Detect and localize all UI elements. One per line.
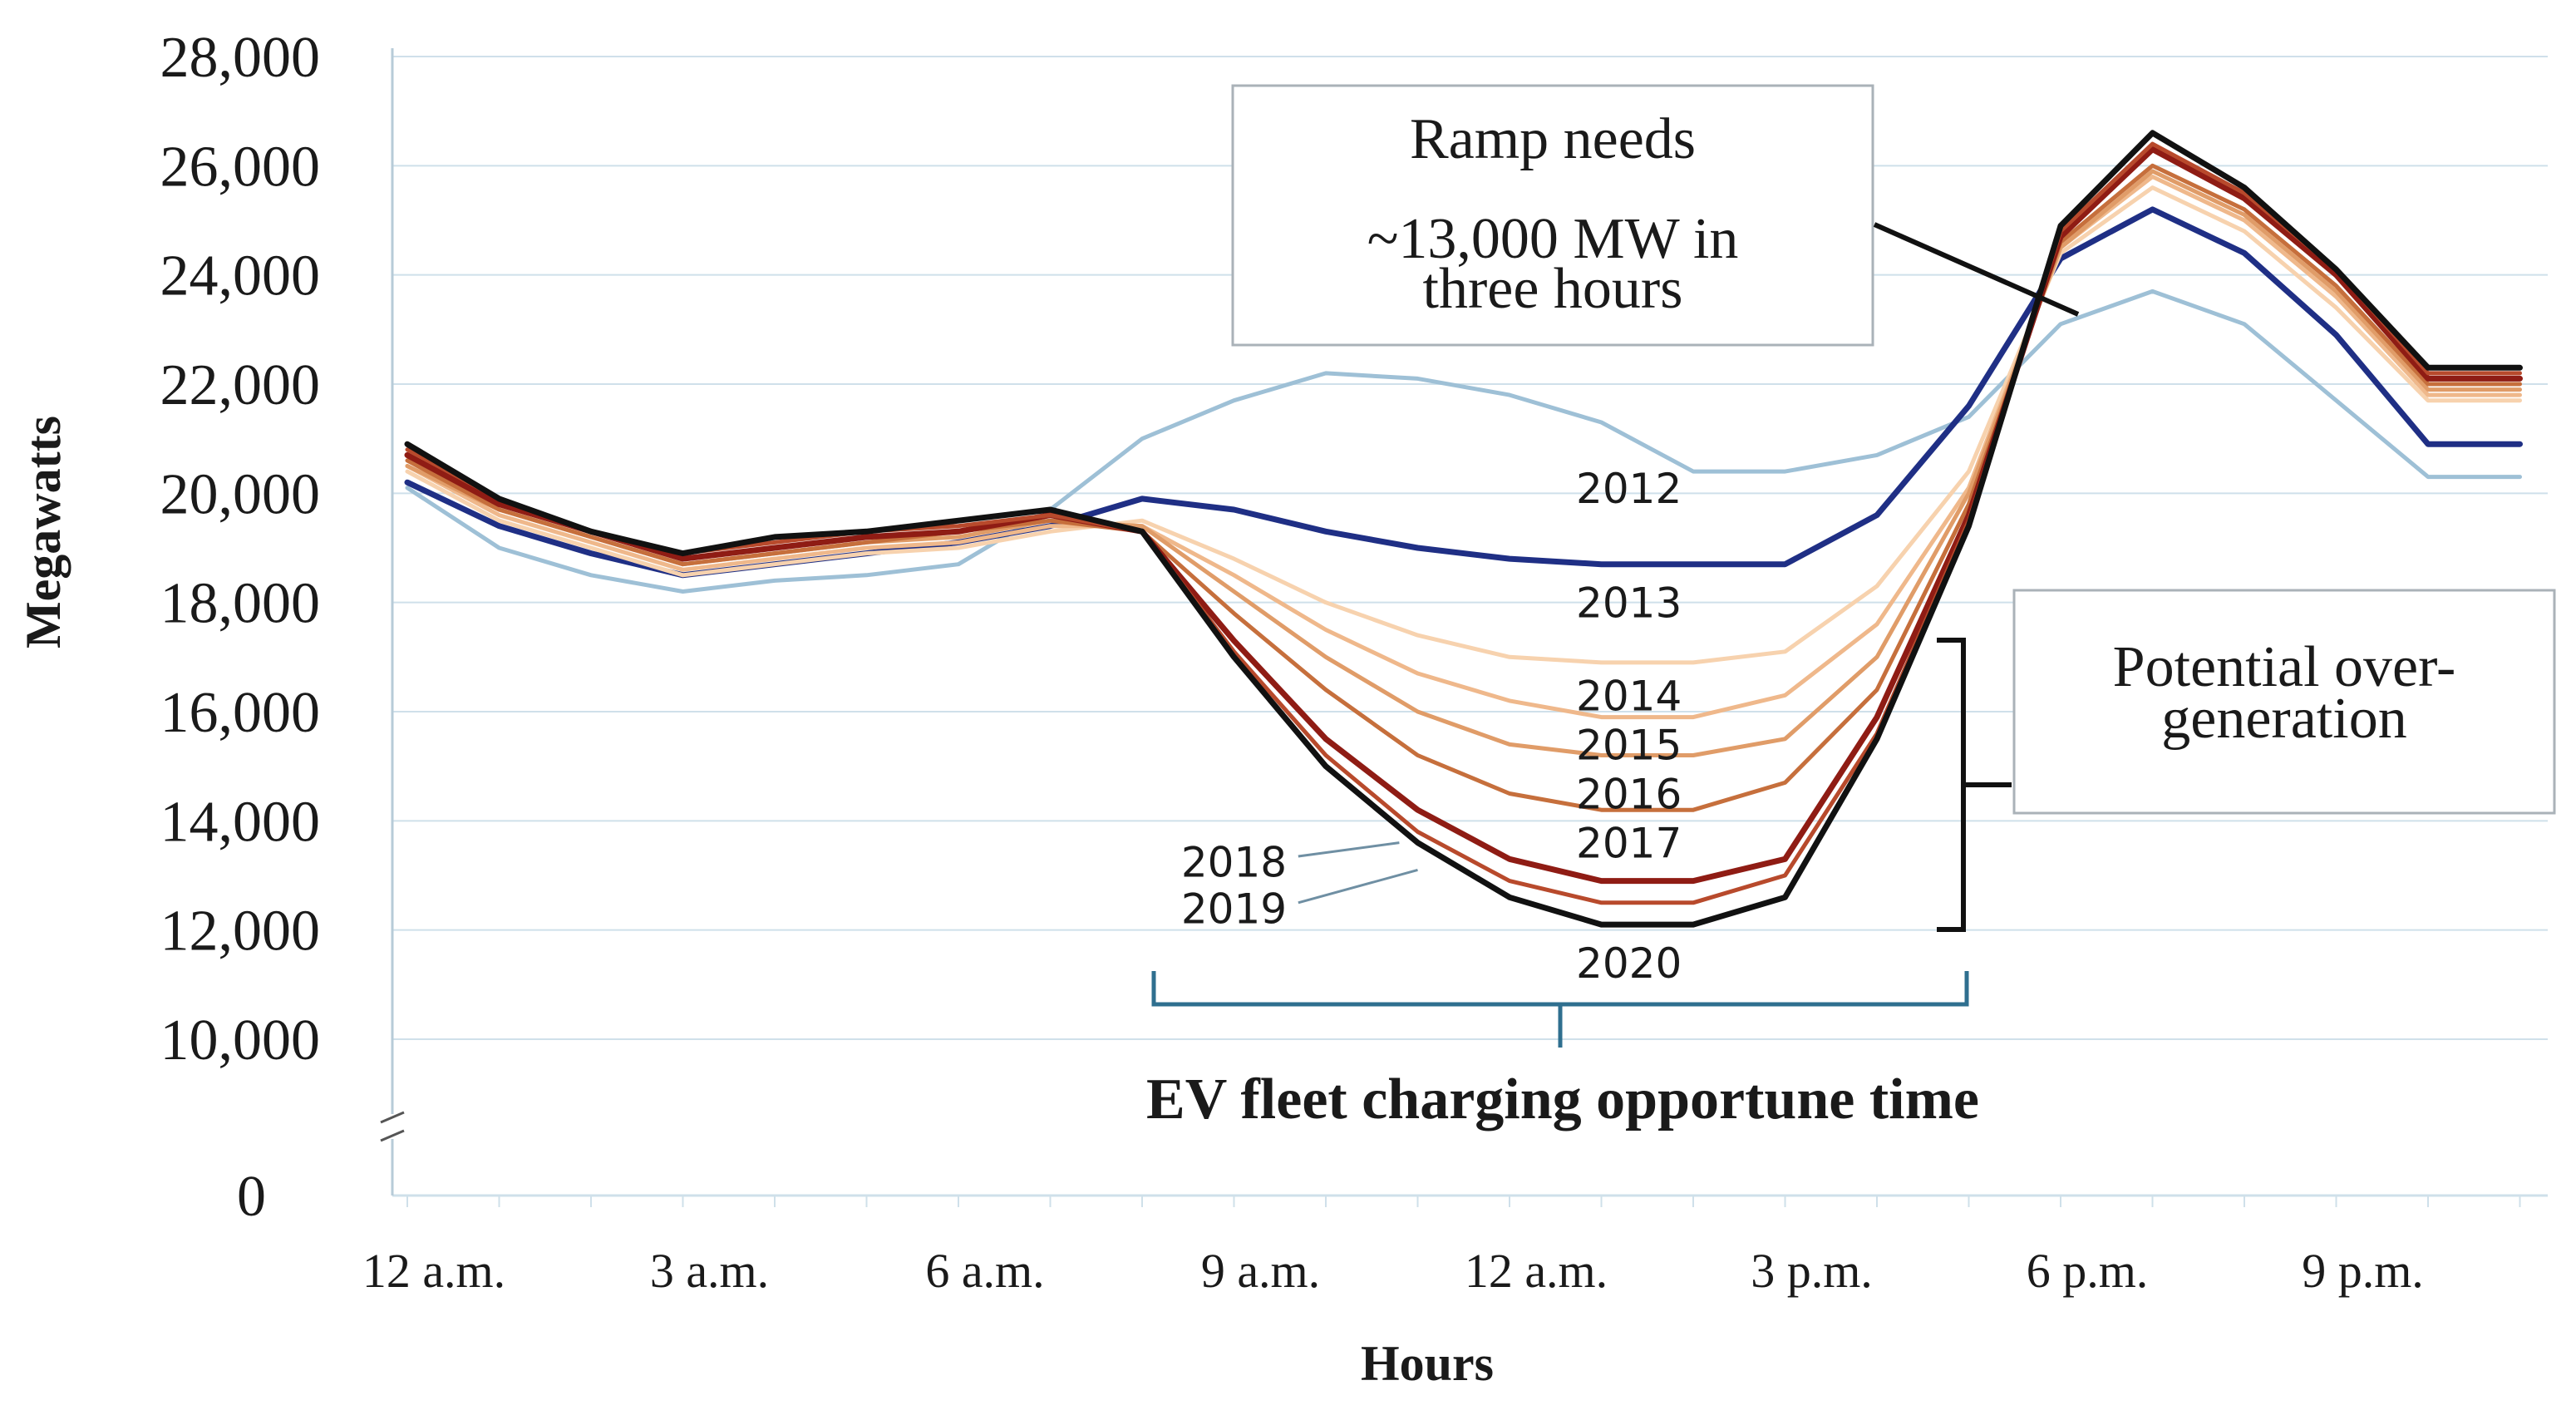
ramp-needs-detail-2: three hours [1423,257,1683,321]
series-lines [404,130,2523,928]
x-tick-label: 6 a.m. [925,1244,1044,1298]
series-line-2017 [405,163,2522,812]
overgen-label-2: generation [2161,687,2406,751]
year-label-2019: 2019 [1181,885,1287,933]
axes [380,48,2521,1207]
y-tick-label: 18,000 [160,572,321,636]
x-tick-label: 9 a.m. [1201,1244,1320,1298]
y-tick-label: 12,000 [160,900,321,964]
overgen-label: Potential over- [2113,635,2456,699]
overgen-bracket [1937,638,2012,932]
year-label-2013: 2013 [1576,579,1682,628]
series-line-2015 [405,175,2522,720]
y-tick-labels: 10,000 12,000 14,000 16,000 18,000 20,000 22,0… [160,26,321,1229]
x-tick-label: 12 a.m. [1465,1244,1608,1298]
ramp-pointer [1873,222,2080,317]
year-label-2020: 2020 [1576,939,1682,988]
series-line-2014 [405,185,2522,665]
leader-2018 [1298,841,1400,858]
ramp-needs-detail: ~13,000 MW in [1367,207,1739,271]
x-tick-label: 3 p.m. [1751,1244,1873,1298]
y-axis-title: Megawatts [16,416,71,648]
series-line-2018 [404,146,2523,885]
y-tick-label: 20,000 [160,462,321,526]
overgen-box [2012,589,2556,815]
y-tick-label: 22,000 [160,353,321,417]
year-label-2018: 2018 [1181,839,1287,887]
y-tick-label: 24,000 [160,244,321,308]
y-tick-label-zero: 0 [237,1165,266,1229]
year-label-2012: 2012 [1576,465,1682,513]
x-tick-label: 12 a.m. [362,1244,505,1298]
year-label-2015: 2015 [1576,721,1682,769]
x-axis-title: Hours [1361,1336,1494,1391]
year-label-2017: 2017 [1576,820,1682,868]
y-tick-label: 28,000 [160,26,321,90]
ev-charging-label: EV fleet charging opportune time [1146,1067,1979,1132]
year-label-2014: 2014 [1576,672,1682,720]
x-tick-label: 9 p.m. [2302,1244,2424,1298]
year-label-2016: 2016 [1576,771,1682,819]
axis-break-mark [380,1111,405,1142]
y-tick-label: 26,000 [160,135,321,199]
series-line-2019 [405,141,2522,905]
x-tick-label: 3 a.m. [650,1244,769,1298]
ramp-needs-title: Ramp needs [1410,107,1696,171]
series-line-2012 [405,288,2522,594]
leader-2019 [1298,868,1418,905]
ramp-needs-box [1231,84,1874,347]
series-line-2020 [404,130,2523,928]
y-tick-label: 10,000 [160,1008,321,1072]
y-tick-label: 16,000 [160,681,321,745]
x-tick-labels: 12 a.m. 3 a.m. 6 a.m. 9 a.m. 12 a.m. 3 p.m. 6 … [362,1244,2424,1298]
ev-bracket [1151,971,1969,1048]
x-tick-label: 6 p.m. [2027,1244,2149,1298]
y-tick-label: 14,000 [160,790,321,854]
